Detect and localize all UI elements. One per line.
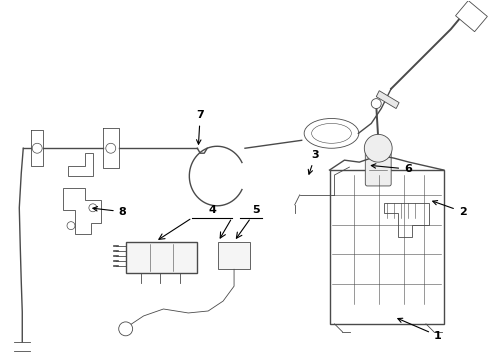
Circle shape xyxy=(67,222,75,230)
Text: 2: 2 xyxy=(432,201,466,217)
Circle shape xyxy=(32,143,42,153)
Text: 1: 1 xyxy=(397,318,441,341)
Polygon shape xyxy=(384,203,428,237)
Polygon shape xyxy=(455,0,487,32)
Text: 6: 6 xyxy=(370,164,411,174)
Text: 8: 8 xyxy=(93,207,126,217)
Circle shape xyxy=(105,143,116,153)
Text: 3: 3 xyxy=(307,150,319,174)
Text: 5: 5 xyxy=(252,205,259,215)
Polygon shape xyxy=(68,153,93,176)
Circle shape xyxy=(119,322,132,336)
Circle shape xyxy=(370,99,381,109)
Bar xyxy=(329,170,443,324)
FancyBboxPatch shape xyxy=(365,146,390,186)
Ellipse shape xyxy=(311,123,351,143)
Ellipse shape xyxy=(304,118,358,148)
Polygon shape xyxy=(63,188,101,234)
Bar xyxy=(125,242,197,273)
Polygon shape xyxy=(375,91,398,109)
Circle shape xyxy=(364,134,391,162)
Text: 4: 4 xyxy=(208,205,216,215)
Text: 7: 7 xyxy=(196,111,203,144)
Circle shape xyxy=(89,204,97,212)
Bar xyxy=(218,242,249,269)
